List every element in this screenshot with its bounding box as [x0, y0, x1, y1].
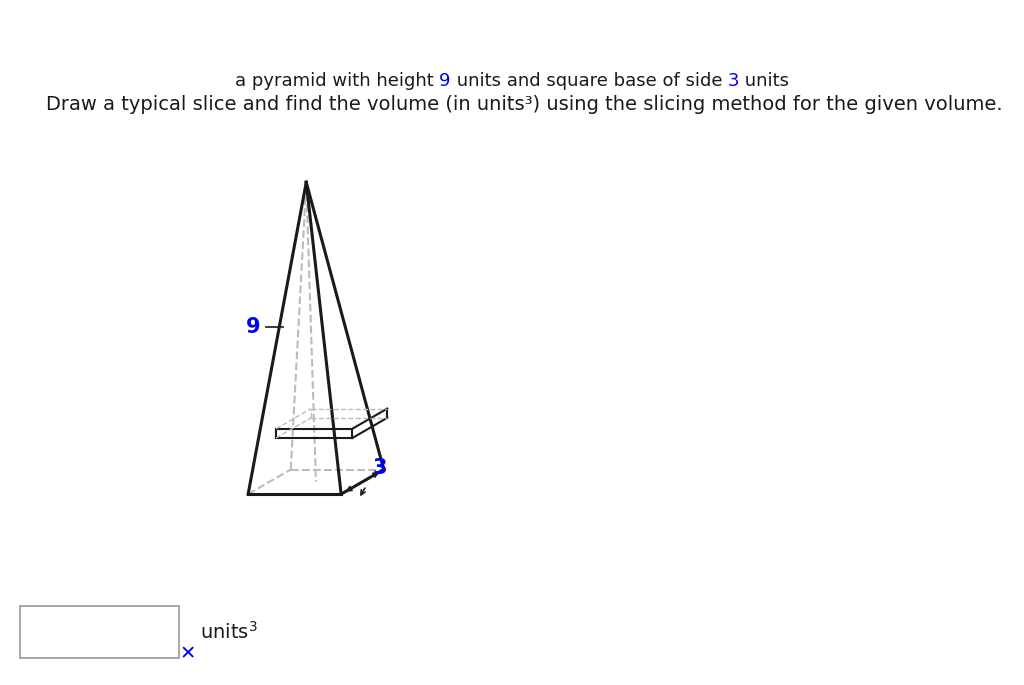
Text: 3: 3 [373, 458, 387, 478]
Text: units and square base of side: units and square base of side [451, 72, 728, 90]
Text: 9: 9 [246, 316, 261, 336]
Text: units$^3$: units$^3$ [200, 621, 257, 643]
Text: units: units [739, 72, 790, 90]
Text: a pyramid with height: a pyramid with height [234, 72, 439, 90]
Text: Draw a typical slice and find the volume (in units³) using the slicing method fo: Draw a typical slice and find the volume… [46, 95, 1004, 114]
Text: 3: 3 [728, 72, 739, 90]
Text: ✕: ✕ [179, 645, 196, 664]
Text: 9: 9 [439, 72, 451, 90]
